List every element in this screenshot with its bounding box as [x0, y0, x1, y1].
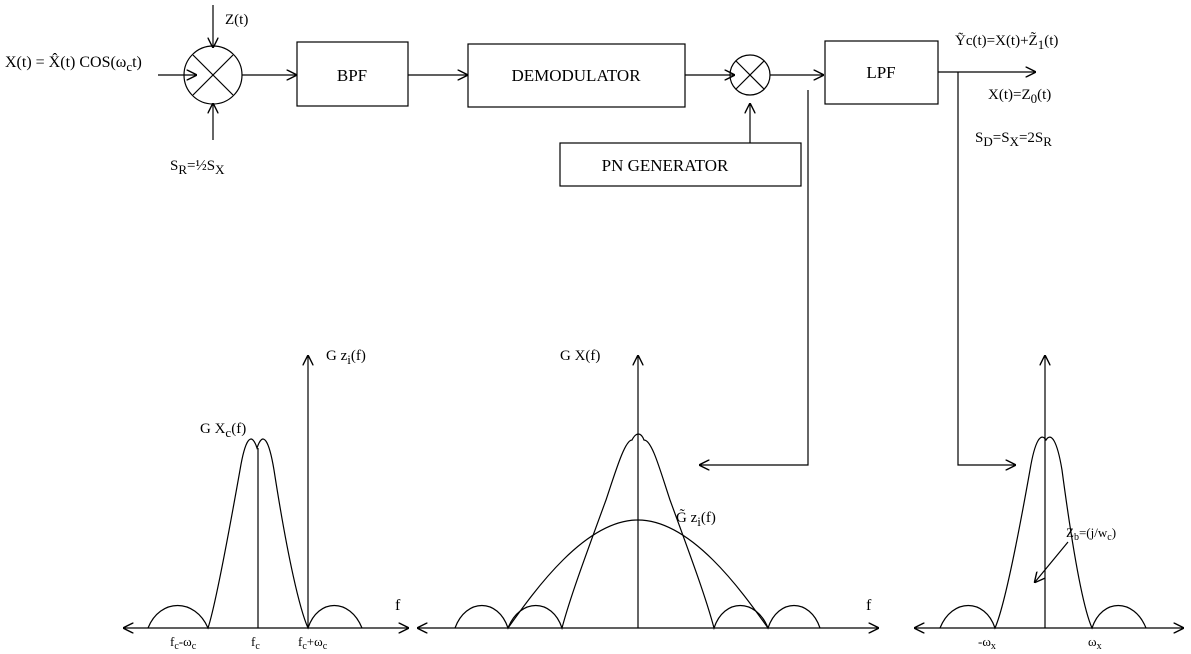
middle-spectrum-curve: [454, 433, 821, 631]
tap-to-middle-plot: [700, 90, 809, 465]
sd-equation: SD=SX=2SR: [975, 130, 1052, 149]
middle-spectrum-plot: [418, 356, 878, 628]
left-xlabel: f: [395, 597, 401, 614]
bpf-label: BPF: [337, 66, 367, 85]
right-annotation-arrow: [1035, 541, 1069, 582]
left-spectrum-plot: [124, 356, 408, 628]
left-tick-1: fc-ωc: [170, 634, 197, 652]
left-peak-label: G Xc(f): [200, 421, 246, 440]
lpf-block: LPF: [824, 40, 939, 105]
right-annotation: Zb=(j/wc): [1066, 525, 1116, 543]
noise-label: Z(t): [225, 12, 248, 28]
demodulator-block: DEMODULATOR: [467, 43, 686, 108]
lpf-label: LPF: [866, 63, 895, 82]
demodulator-label: DEMODULATOR: [511, 66, 641, 85]
middle-noise-curve: [507, 519, 769, 629]
middle-ylabel: G X(f): [560, 348, 600, 364]
right-spectrum-plot: [915, 356, 1183, 628]
left-tick-3: fc+ωc: [298, 634, 328, 652]
mixer-2: [729, 54, 771, 96]
output-signal-label: Ỹc(t)=X(t)+Z̃1(t): [955, 32, 1058, 52]
output-x-label: X(t)=Z0(t): [988, 87, 1051, 106]
mixer-1: [183, 45, 243, 105]
right-tick-1: -ωx: [978, 634, 996, 652]
right-tick-2: ωx: [1088, 634, 1102, 652]
middle-curve-label: G̃ zi(f): [676, 509, 716, 529]
input-signal-label: X(t) = X̂(t) COS(ωct): [5, 52, 142, 74]
right-spectrum-curve: [939, 436, 1147, 630]
middle-xlabel: f: [866, 597, 872, 614]
pn-generator-block: PN GENERATOR: [559, 142, 802, 187]
bpf-block: BPF: [296, 41, 409, 107]
tap-to-right-plot: [957, 72, 1015, 465]
pn-generator-label: PN GENERATOR: [602, 156, 729, 175]
left-tick-2: fc: [251, 634, 260, 652]
left-spectrum-curve: [147, 438, 363, 630]
left-ylabel: G zi(f): [326, 348, 366, 367]
sr-label: SR=½SX: [170, 158, 225, 177]
